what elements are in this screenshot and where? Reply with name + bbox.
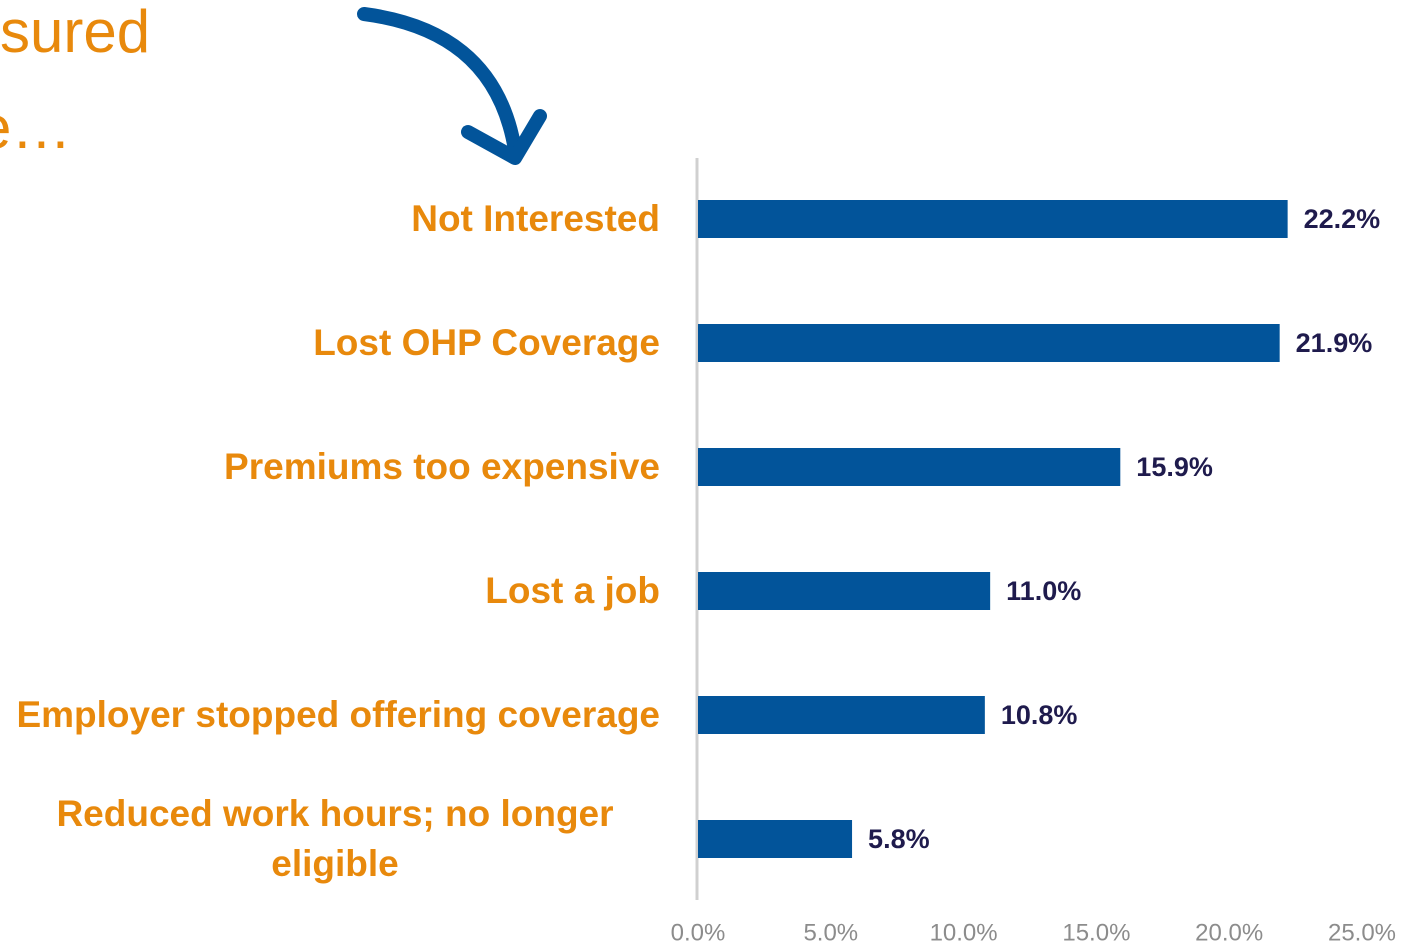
category-label: Employer stopped offering coverage bbox=[10, 690, 660, 740]
x-tick-label: 5.0% bbox=[803, 919, 858, 944]
value-label: 21.9% bbox=[1296, 328, 1373, 358]
value-label: 10.8% bbox=[1001, 700, 1078, 730]
category-text: Reduced work hours; no longer eligible bbox=[56, 793, 614, 884]
value-label: 11.0% bbox=[1006, 576, 1081, 606]
bar bbox=[698, 448, 1121, 486]
title-fragment: sured bbox=[0, 0, 151, 65]
title-fragment: e… bbox=[0, 94, 72, 161]
value-label: 15.9% bbox=[1136, 452, 1213, 482]
bar bbox=[698, 200, 1288, 238]
x-tick-label: 20.0% bbox=[1195, 919, 1263, 944]
bar bbox=[698, 696, 985, 734]
x-tick-label: 0.0% bbox=[671, 919, 726, 944]
x-tick-label: 25.0% bbox=[1328, 919, 1396, 944]
category-text: Premiums too expensive bbox=[224, 446, 660, 487]
arrow-head bbox=[461, 109, 547, 165]
category-label: Reduced work hours; no longer eligible bbox=[10, 789, 660, 889]
x-tick-label: 10.0% bbox=[930, 919, 998, 944]
value-label: 22.2% bbox=[1304, 204, 1381, 234]
category-label: Lost a job bbox=[10, 566, 660, 616]
category-label: Not Interested bbox=[10, 194, 660, 244]
bar bbox=[698, 820, 853, 858]
category-label: Premiums too expensive bbox=[10, 442, 660, 492]
arrow bbox=[357, 7, 522, 157]
category-text: Employer stopped offering coverage bbox=[16, 694, 660, 735]
value-label: 5.8% bbox=[868, 824, 930, 854]
category-text: Not Interested bbox=[411, 198, 660, 239]
bar bbox=[698, 572, 991, 610]
x-tick-label: 15.0% bbox=[1062, 919, 1130, 944]
category-text: Lost OHP Coverage bbox=[313, 322, 660, 363]
category-text: Lost a job bbox=[485, 570, 660, 611]
category-label: Lost OHP Coverage bbox=[10, 318, 660, 368]
bar bbox=[698, 324, 1280, 362]
